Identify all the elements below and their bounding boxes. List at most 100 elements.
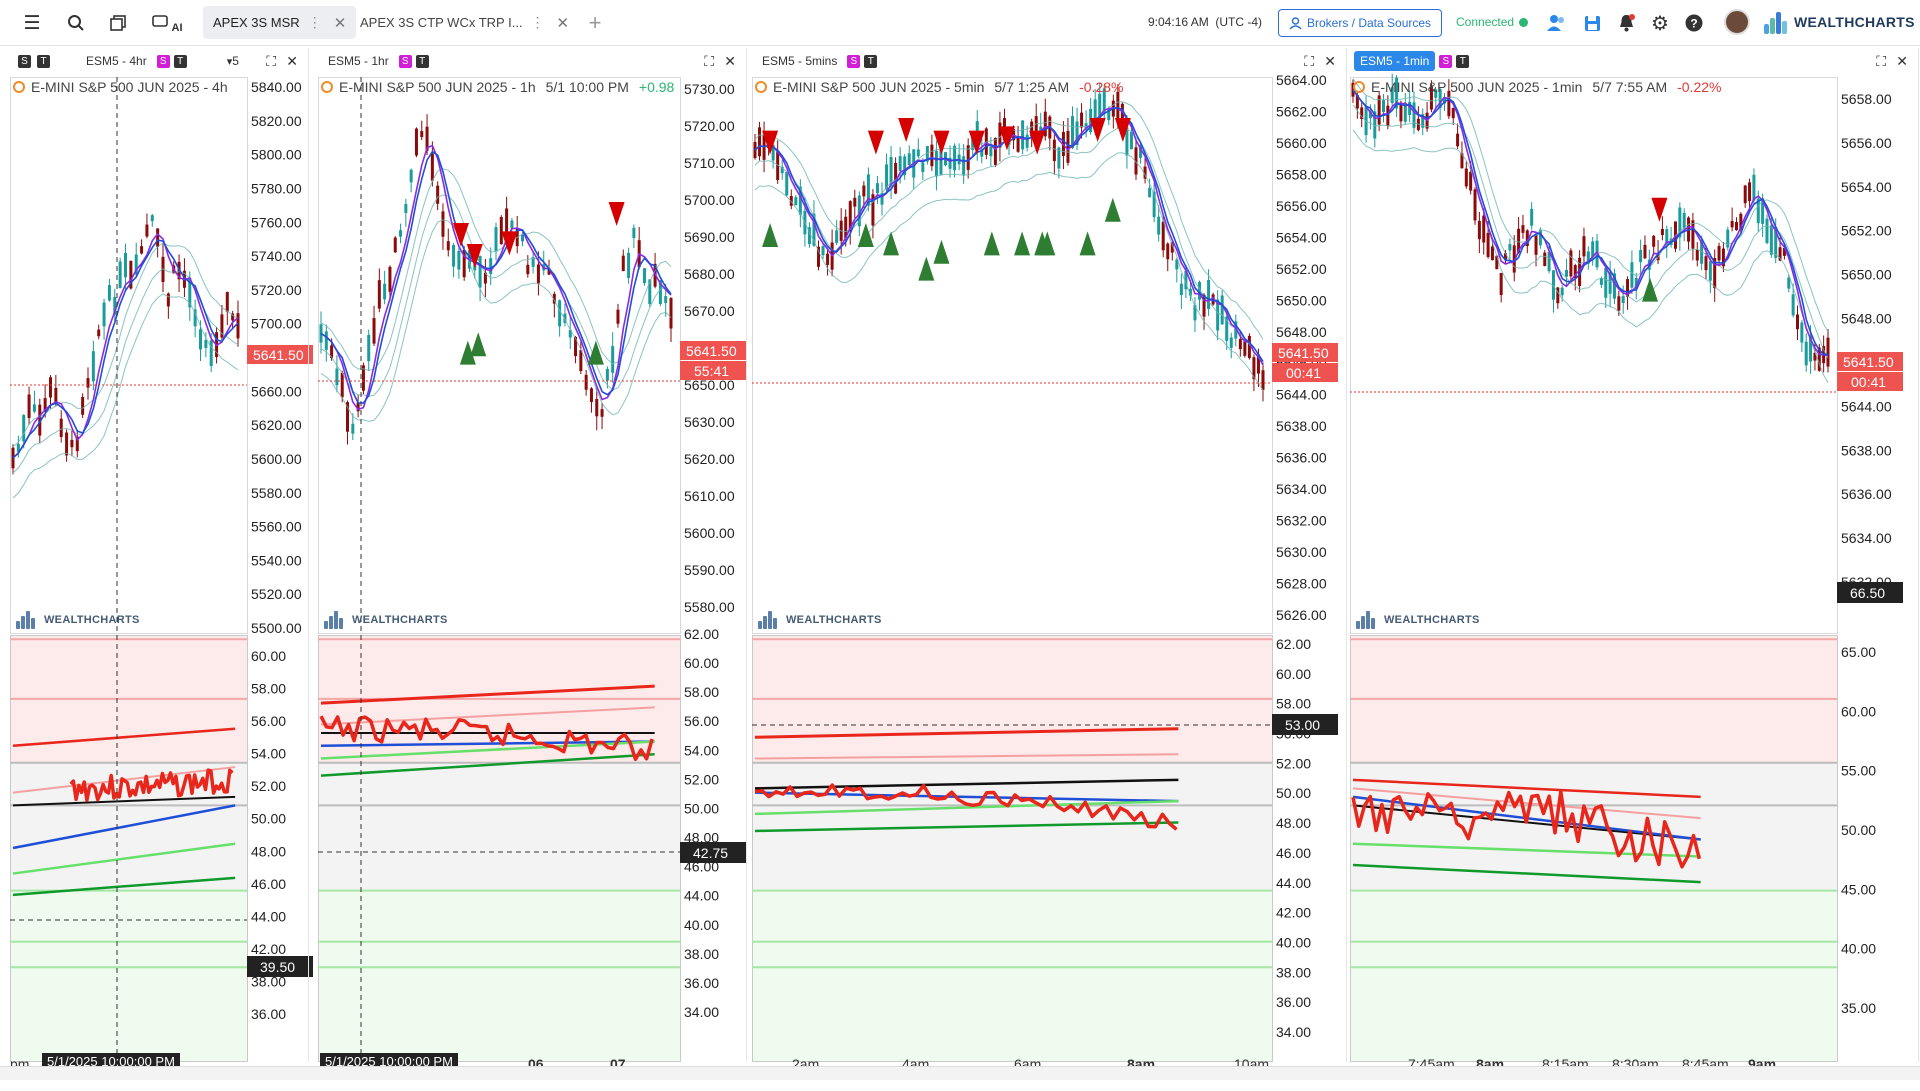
maximize-icon[interactable]: ⛶	[266, 53, 276, 69]
symbol-selector[interactable]: ESM5 - 4hr	[86, 54, 147, 68]
price-axis-label: 5620.00	[684, 451, 735, 467]
oscillator-axis-label: 58.00	[1276, 696, 1311, 712]
sync-timeframe-icon[interactable]: T	[415, 54, 429, 68]
brokers-button[interactable]: Brokers / Data Sources	[1278, 9, 1443, 37]
price-plot-area	[10, 77, 248, 634]
close-panel-icon[interactable]: ✕	[724, 53, 736, 69]
price-tag-bg	[680, 341, 746, 360]
oversold-zone	[752, 890, 1273, 1061]
price-chart-svg[interactable]: 5840.00 5820.00 5800.00 5780.00 5760.00 5740.…	[10, 77, 313, 1091]
maximize-icon[interactable]: ⛶	[704, 53, 714, 69]
sync-timeframe-icon[interactable]: T	[37, 54, 50, 68]
oscillator-axis-label: 38.00	[1276, 964, 1311, 980]
rsi-line	[1351, 790, 1701, 869]
avatar[interactable]	[1724, 9, 1750, 35]
candle	[1809, 335, 1813, 362]
candle	[1630, 262, 1634, 288]
hamburger-menu-icon[interactable]: ☰	[23, 12, 41, 34]
oversold-zone	[318, 890, 681, 1061]
candle	[844, 216, 848, 239]
sync-timeframe-icon[interactable]: T	[1456, 54, 1470, 68]
oscillator-line	[12, 842, 236, 875]
symbol-selector[interactable]: ESM5 - 5mins	[762, 54, 838, 68]
maximize-icon[interactable]: ⛶	[1304, 53, 1314, 69]
candle	[16, 443, 20, 452]
candle	[826, 253, 830, 265]
search-icon[interactable]	[64, 11, 88, 35]
save-icon[interactable]	[1580, 11, 1604, 35]
sync-symbol-icon[interactable]: S	[398, 54, 412, 68]
tab-options-icon[interactable]: ⋮	[307, 14, 322, 30]
symbol-selector[interactable]: ESM5 - 1min	[1354, 51, 1436, 71]
close-panel-icon[interactable]: ✕	[286, 53, 298, 69]
sync-timeframe-icon[interactable]: T	[864, 54, 878, 68]
countdown-bg	[1837, 372, 1903, 391]
settings-gear-icon[interactable]: ⚙	[1651, 12, 1669, 35]
price-chart-svg[interactable]: 5658.00 5656.00 5654.00 5652.00 5650.00 5648.…	[1350, 73, 1920, 1091]
price-axis-label: 5600.00	[684, 525, 735, 541]
sync-symbol-icon[interactable]: S	[847, 54, 861, 68]
price-chart-svg[interactable]: 5730.00 5720.00 5710.00 5700.00 5690.00 5680.…	[318, 77, 748, 1091]
oscillator-axis-label: 34.00	[1276, 1024, 1311, 1040]
candle	[817, 246, 820, 267]
candle	[220, 314, 224, 338]
candle	[499, 217, 503, 245]
candle	[1102, 88, 1106, 114]
sell-signal-marker	[998, 126, 1015, 151]
ai-assistant-icon[interactable]: AI	[150, 11, 184, 35]
candle	[616, 309, 620, 324]
sync-timeframe-icon[interactable]: T	[173, 54, 187, 68]
chevron-down-icon[interactable]: ▾	[226, 55, 233, 68]
candle	[1460, 153, 1464, 169]
oscillator-axis-label: 52.00	[251, 778, 286, 794]
copy-layout-icon[interactable]	[106, 11, 130, 35]
bar-countdown: 00:41	[1851, 374, 1886, 390]
tab-layout-1[interactable]: APEX 3S MSR ⋮ ✕	[203, 6, 357, 39]
oscillator-axis-label: 48.00	[1276, 815, 1311, 831]
candle	[526, 264, 530, 275]
moving-average-line	[12, 239, 239, 459]
oscillator-axis-label: 60.00	[684, 655, 719, 671]
candle	[420, 131, 424, 138]
symbol-status-icon	[755, 81, 767, 93]
candle	[1247, 335, 1251, 359]
symbol-selector[interactable]: ESM5 - 1hr	[328, 54, 389, 68]
maximize-icon[interactable]: ⛶	[1876, 53, 1886, 69]
candle	[1582, 236, 1586, 257]
candle	[658, 280, 662, 304]
price-chart-svg[interactable]: 5664.00 5662.00 5660.00 5658.00 5656.00 5654.…	[752, 72, 1348, 1091]
sell-signal-marker	[867, 130, 884, 155]
close-tab-icon[interactable]: ✕	[333, 14, 347, 32]
close-panel-icon[interactable]: ✕	[1324, 53, 1336, 69]
tab-options-icon[interactable]: ⋮	[530, 14, 545, 30]
add-tab-icon[interactable]: +	[588, 10, 602, 35]
sell-signal-marker	[1114, 118, 1131, 142]
candle	[324, 331, 328, 350]
close-panel-icon[interactable]: ✕	[1896, 53, 1908, 69]
sync-symbol-icon[interactable]: S	[1439, 54, 1453, 68]
candle	[1188, 288, 1192, 296]
candle	[1765, 218, 1769, 243]
close-tab-icon[interactable]: ✕	[556, 14, 570, 32]
price-axis-label: 5700.00	[684, 192, 735, 208]
help-icon[interactable]: ?	[1682, 11, 1706, 35]
band-line	[12, 242, 239, 448]
sync-symbol-icon[interactable]: S	[18, 54, 31, 68]
price-axis-label: 5540.00	[251, 552, 302, 568]
sync-symbol-icon[interactable]: S	[156, 54, 170, 68]
candle	[880, 192, 884, 205]
notifications-icon[interactable]	[1614, 11, 1638, 35]
candle	[1608, 272, 1612, 294]
buy-signal-marker	[1104, 197, 1121, 222]
tab-layout-2[interactable]: APEX 3S CTP WCx TRP I... ⋮ ✕	[350, 6, 579, 39]
sell-signal-marker	[1089, 118, 1106, 142]
price-axis-label: 5820.00	[251, 113, 302, 129]
oscillator-axis-label: 58.00	[684, 684, 719, 700]
panel-divider	[746, 48, 747, 1062]
price-axis-label: 5730.00	[684, 81, 735, 97]
candle	[1756, 198, 1760, 224]
candle	[75, 436, 79, 452]
price-axis-label: 5636.00	[1276, 450, 1327, 466]
users-icon[interactable]	[1545, 11, 1569, 35]
price-axis-label: 5600.00	[251, 451, 302, 467]
